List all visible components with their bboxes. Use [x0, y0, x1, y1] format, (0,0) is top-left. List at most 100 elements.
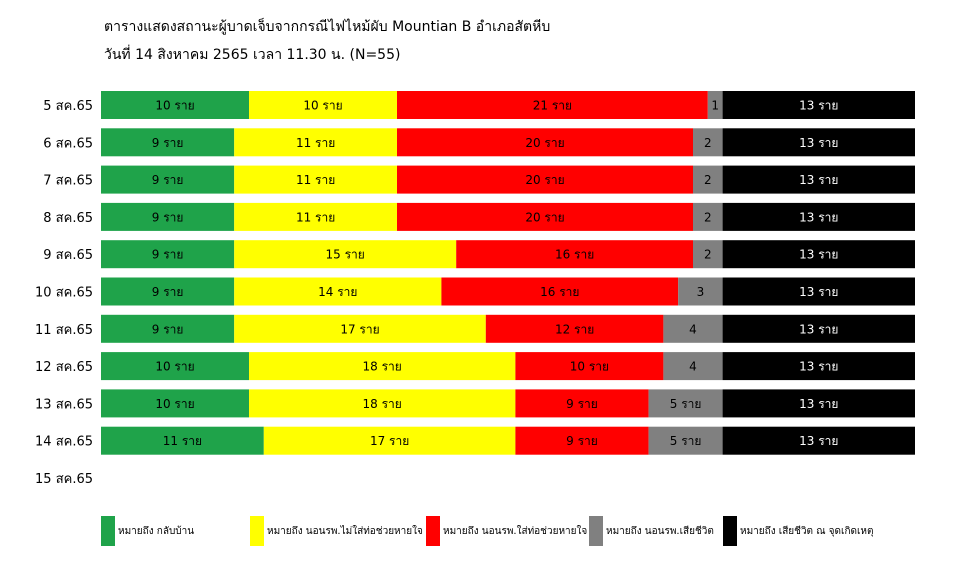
- data-label: 13 ราย: [799, 397, 838, 411]
- data-label: 11 ราย: [296, 210, 335, 224]
- bar-segment-ventilator: [397, 202, 693, 231]
- legend-swatch-home: [101, 516, 115, 546]
- chart-subtitle: วันที่ 14 สิงหาคม 2565 เวลา 11.30 น. (N=…: [104, 47, 401, 63]
- bar-segment-home: [101, 352, 249, 381]
- category-label: 5 สค.65: [43, 99, 93, 114]
- data-label: 12 ราย: [555, 322, 594, 336]
- bar-segment-no-ventilator: [263, 426, 516, 455]
- chart-title: ตารางแสดงสถานะผู้บาดเจ็บจากกรณีไฟไหม้ผับ…: [104, 19, 551, 35]
- category-label: 9 สค.65: [43, 248, 93, 263]
- category-label: 15 สค.65: [35, 472, 93, 487]
- category-label: 10 สค.65: [35, 286, 93, 301]
- data-label: 2: [704, 136, 712, 150]
- data-label: 21 ราย: [533, 99, 572, 113]
- legend-label-died-hospital: หมายถึง นอนรพ.เสียชีวิต: [606, 525, 714, 537]
- bar-segment-home: [101, 240, 235, 269]
- data-label: 13 ราย: [799, 99, 838, 113]
- data-label: 13 ราย: [799, 248, 838, 262]
- data-label: 9 ราย: [152, 248, 184, 262]
- category-label: 8 สค.65: [43, 211, 93, 226]
- data-label: 20 ราย: [525, 136, 564, 150]
- bar-segment-died-hospital: [693, 165, 723, 194]
- data-label: 9 ราย: [152, 322, 184, 336]
- data-label: 13 ราย: [799, 210, 838, 224]
- data-label: 10 ราย: [155, 360, 194, 374]
- data-label: 3: [697, 285, 705, 299]
- bar-segment-no-ventilator: [234, 202, 397, 231]
- bar-segment-home: [101, 165, 235, 194]
- legend-swatch-died-hospital: [589, 516, 603, 546]
- bar-segment-died-scene: [722, 240, 915, 269]
- bar-segment-no-ventilator: [234, 277, 442, 306]
- legend-label-no-ventilator: หมายถึง นอนรพ.ไม่ใส่ท่อช่วยหายใจ: [267, 525, 423, 537]
- legend-label-died-scene: หมายถึง เสียชีวิต ณ จุดเกิดเหตุ: [740, 525, 874, 537]
- bar-segment-died-hospital: [693, 202, 723, 231]
- bar-segment-died-scene: [722, 91, 915, 119]
- data-label: 9 ราย: [152, 285, 184, 299]
- bar-segment-died-scene: [722, 128, 915, 157]
- data-label: 2: [704, 210, 712, 224]
- data-label: 2: [704, 173, 712, 187]
- legend-swatch-died-scene: [723, 516, 737, 546]
- data-label: 11 ราย: [163, 434, 202, 448]
- data-label: 14 ราย: [318, 285, 357, 299]
- bar-segment-died-hospital: [707, 91, 723, 119]
- bar-segment-ventilator: [456, 240, 693, 269]
- bar-segment-ventilator: [397, 165, 693, 194]
- data-label: 13 ราย: [799, 322, 838, 336]
- bar-segment-died-scene: [722, 389, 915, 418]
- bar-segment-home: [101, 202, 235, 231]
- data-label: 18 ราย: [363, 360, 402, 374]
- data-label: 13 ราย: [799, 285, 838, 299]
- bar-segment-no-ventilator: [249, 389, 516, 418]
- data-label: 9 ราย: [152, 136, 184, 150]
- bar-segment-died-hospital: [693, 128, 723, 157]
- chart-legend: หมายถึง กลับบ้าน หมายถึง นอนรพ.ไม่ใส่ท่อ…: [0, 516, 960, 556]
- data-label: 13 ราย: [799, 173, 838, 187]
- data-label: 20 ราย: [525, 173, 564, 187]
- bar-segment-no-ventilator: [249, 352, 516, 381]
- bar-segment-died-scene: [722, 165, 915, 194]
- data-label: 9 ราย: [566, 397, 598, 411]
- bar-segment-home: [101, 128, 235, 157]
- category-label: 12 สค.65: [35, 360, 93, 375]
- bar-segment-died-hospital: [693, 240, 723, 269]
- category-label: 7 สค.65: [43, 174, 93, 189]
- legend-item-no-ventilator: หมายถึง นอนรพ.ไม่ใส่ท่อช่วยหายใจ: [250, 516, 423, 546]
- data-label: 13 ราย: [799, 136, 838, 150]
- bar-segment-no-ventilator: [234, 240, 457, 269]
- data-label: 1: [711, 99, 719, 113]
- bar-segment-home: [101, 426, 264, 455]
- data-label: 15 ราย: [326, 248, 365, 262]
- bar-segment-died-scene: [722, 277, 915, 306]
- bar-segment-no-ventilator: [234, 314, 486, 343]
- data-label: 13 ราย: [799, 434, 838, 448]
- data-label: 18 ราย: [363, 397, 402, 411]
- bar-segment-ventilator: [397, 91, 708, 119]
- bar-segment-home: [101, 91, 249, 119]
- bar-segment-no-ventilator: [234, 165, 397, 194]
- data-label: 5 ราย: [670, 434, 702, 448]
- category-label: 6 สค.65: [43, 136, 93, 151]
- category-label: 14 สค.65: [35, 435, 93, 450]
- data-label: 2: [704, 248, 712, 262]
- legend-swatch-no-ventilator: [250, 516, 264, 546]
- bar-segment-died-scene: [722, 426, 915, 455]
- data-label: 10 ราย: [303, 99, 342, 113]
- bar-segment-home: [101, 389, 249, 418]
- legend-item-home: หมายถึง กลับบ้าน: [101, 516, 194, 546]
- bar-segment-died-scene: [722, 202, 915, 231]
- stacked-bar-chart: 5 สค.65 10 ราย 10 ราย 21 ราย 1 13 ราย 6 สค.65 9…: [35, 91, 915, 487]
- data-label: 4: [689, 322, 697, 336]
- data-label: 10 ราย: [570, 360, 609, 374]
- bar-segment-ventilator: [515, 426, 649, 455]
- data-label: 10 ราย: [155, 397, 194, 411]
- data-label: 11 ราย: [296, 173, 335, 187]
- bar-segment-died-hospital: [663, 314, 723, 343]
- legend-label-home: หมายถึง กลับบ้าน: [118, 525, 195, 537]
- legend-item-died-hospital: หมายถึง นอนรพ.เสียชีวิต: [589, 516, 714, 546]
- category-label: 13 สค.65: [35, 397, 93, 412]
- data-label: 17 ราย: [340, 322, 379, 336]
- bar-segment-home: [101, 314, 235, 343]
- data-label: 11 ราย: [296, 136, 335, 150]
